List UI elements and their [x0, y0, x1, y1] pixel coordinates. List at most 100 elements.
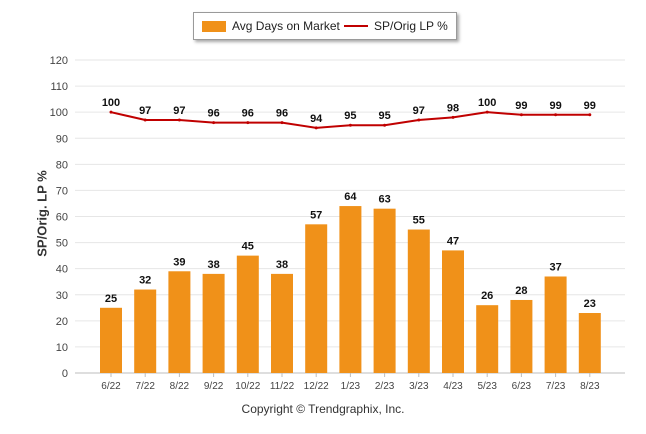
y-tick-label: 110 — [50, 81, 68, 93]
line-point — [519, 113, 523, 117]
x-tick-label: 6/23 — [512, 381, 532, 392]
x-tick-label: 2/23 — [375, 381, 395, 392]
x-tick-label: 11/22 — [270, 381, 295, 392]
x-tick-label: 9/22 — [204, 381, 224, 392]
line-value-label: 96 — [242, 108, 254, 120]
line-point — [588, 113, 592, 117]
x-tick-label: 3/23 — [409, 381, 429, 392]
x-tick-label: 8/22 — [170, 381, 190, 392]
bar-6/23 — [510, 299, 533, 373]
y-tick-label: 30 — [56, 290, 68, 302]
y-tick-label: 80 — [56, 159, 68, 171]
line-point — [451, 115, 455, 119]
y-tick-label: 0 — [62, 368, 68, 380]
line-point — [485, 110, 489, 114]
legend-line-swatch — [344, 25, 368, 27]
bar-value-label: 63 — [378, 194, 390, 206]
y-tick-label: 90 — [56, 133, 68, 145]
x-tick-label: 1/23 — [341, 381, 361, 392]
bar-8/22 — [168, 271, 191, 373]
legend-item-bar: Avg Days on Market — [202, 19, 340, 33]
y-tick-label: 60 — [56, 212, 68, 224]
line-series — [109, 110, 592, 130]
line-point — [109, 110, 113, 114]
bar-11/22 — [271, 273, 293, 373]
x-tick-label: 8/23 — [580, 381, 600, 392]
legend: Avg Days on Market SP/Orig LP % — [193, 12, 457, 40]
line-point — [280, 121, 284, 125]
line-value-label: 97 — [139, 105, 151, 117]
line-value-label: 99 — [515, 100, 527, 112]
line-point — [314, 126, 318, 130]
y-tick-label: 50 — [56, 238, 68, 250]
line-value-label: 94 — [310, 113, 323, 125]
line-point — [246, 121, 250, 125]
legend-bar-swatch — [202, 20, 226, 32]
legend-label-line: SP/Orig LP % — [374, 19, 448, 33]
bar-value-label: 32 — [139, 275, 151, 287]
legend-label-bar: Avg Days on Market — [232, 19, 340, 33]
x-tick-label: 6/22 — [101, 381, 121, 392]
line-value-label: 95 — [378, 110, 390, 122]
x-tick-label: 10/22 — [235, 381, 260, 392]
bar-1/23 — [339, 206, 362, 373]
bar-value-label: 64 — [344, 191, 357, 203]
line-value-label: 97 — [413, 105, 425, 117]
bar-9/22 — [202, 273, 225, 373]
bar-5/23 — [476, 305, 499, 373]
bar-value-label: 39 — [173, 256, 185, 268]
bar-data-labels: 25 32 39 38 45 38 57 64 63 55 47 26 28 37 23 — [105, 191, 596, 310]
bar-value-label: 28 — [515, 285, 527, 297]
y-axis-title: SP/Orig. LP % — [34, 170, 50, 257]
line-value-label: 99 — [549, 100, 561, 112]
bar-value-label: 23 — [584, 298, 596, 310]
x-tick-label: 7/23 — [546, 381, 566, 392]
bar-value-label: 38 — [207, 259, 219, 271]
y-tick-label: 70 — [56, 185, 68, 197]
line-point — [417, 118, 421, 122]
line-value-label: 98 — [447, 102, 459, 114]
bar-value-label: 55 — [413, 215, 425, 227]
line-value-label: 95 — [344, 110, 356, 122]
bar-6/22 — [100, 307, 122, 373]
line-point — [212, 121, 216, 125]
line-point — [143, 118, 147, 122]
bar-4/23 — [442, 250, 464, 373]
bar-10/22 — [236, 255, 259, 373]
y-axis-ticks: 0 10 20 30 40 50 60 70 80 90 100 110 120 — [50, 55, 68, 380]
bar-series — [100, 206, 601, 373]
line-point — [177, 118, 181, 122]
bar-7/23 — [544, 276, 567, 373]
x-tick-label: 5/23 — [477, 381, 497, 392]
bar-8/23 — [578, 313, 601, 373]
bar-2/23 — [373, 208, 396, 373]
x-axis-ticks: 6/22 7/22 8/22 9/22 10/22 11/22 12/22 1/23 2/23 3… — [101, 373, 600, 392]
line-data-labels: 100 97 97 96 96 96 94 95 95 97 98 100 99 99 99 — [102, 97, 596, 125]
legend-item-line: SP/Orig LP % — [344, 19, 448, 33]
line-value-label: 99 — [584, 100, 596, 112]
line-point — [554, 113, 558, 117]
x-tick-label: 12/22 — [304, 381, 329, 392]
copyright-footer: Copyright © Trendgraphix, Inc. — [241, 402, 405, 416]
line-value-label: 96 — [207, 108, 219, 120]
bar-value-label: 57 — [310, 209, 322, 221]
y-tick-label: 100 — [50, 107, 68, 119]
line-point — [383, 123, 387, 127]
bar-value-label: 26 — [481, 290, 493, 302]
bar-value-label: 38 — [276, 259, 288, 271]
y-tick-label: 20 — [56, 316, 68, 328]
line-value-label: 97 — [173, 105, 185, 117]
y-tick-label: 10 — [56, 342, 68, 354]
bar-3/23 — [407, 229, 430, 373]
x-tick-label: 7/22 — [135, 381, 155, 392]
line-value-label: 100 — [102, 97, 120, 109]
bar-value-label: 45 — [242, 241, 254, 253]
line-value-label: 96 — [276, 108, 288, 120]
line-point — [348, 123, 352, 127]
bar-value-label: 25 — [105, 293, 117, 305]
bar-7/22 — [134, 289, 157, 373]
bar-value-label: 37 — [549, 261, 561, 273]
bar-value-label: 47 — [447, 235, 459, 247]
line-value-label: 100 — [478, 97, 496, 109]
y-tick-label: 120 — [50, 55, 68, 67]
